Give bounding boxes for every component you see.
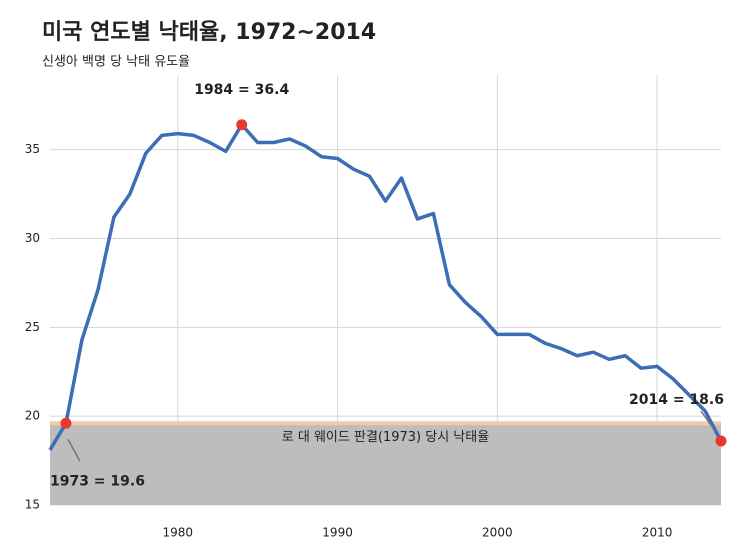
data-line (48, 123, 723, 451)
x-tick-label: 2010 (642, 526, 673, 540)
y-tick-label: 30 (25, 231, 40, 245)
annotation: 1984 = 36.4 (194, 82, 289, 98)
annotation-connector (67, 438, 81, 462)
y-tick-label: 35 (25, 142, 40, 156)
x-tick-label: 1990 (322, 526, 353, 540)
x-tick-label: 1980 (163, 526, 194, 540)
y-tick-label: 25 (25, 320, 40, 334)
reference-band (50, 423, 721, 505)
chart-subtitle: 신생아 백명 당 낙태 유도율 (42, 55, 190, 70)
y-tick-label: 15 (25, 498, 40, 512)
annotation: 1973 = 19.6 (50, 473, 145, 489)
highlight-point (715, 435, 727, 447)
highlight-point (236, 119, 248, 131)
x-tick-label: 2000 (482, 526, 513, 540)
y-tick-label: 20 (25, 409, 40, 423)
reference-label: 로 대 웨이드 판결(1973) 당시 낙태율 (282, 430, 489, 445)
annotation: 2014 = 18.6 (629, 392, 724, 408)
annotation-connector (700, 410, 716, 432)
highlight-point (60, 417, 72, 429)
chart-title: 미국 연도별 낙태율, 1972~2014 (42, 20, 376, 45)
